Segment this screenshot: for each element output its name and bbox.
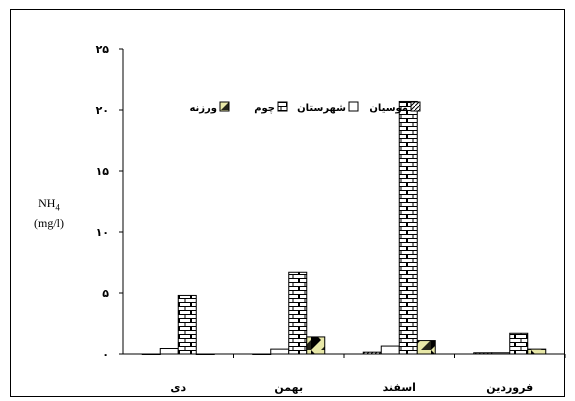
- bar-brick: [398, 100, 418, 355]
- bar-diamond: [416, 340, 436, 355]
- legend-swatch: [348, 101, 359, 112]
- legend-label: موسیان: [369, 103, 408, 114]
- bar-brick: [288, 271, 308, 355]
- legend-swatch: [410, 101, 421, 112]
- bar-white: [270, 348, 290, 355]
- x-category-label: اسفند: [383, 381, 416, 394]
- legend-label: شهرستان: [297, 103, 346, 114]
- y-tick-label: ۲۰: [96, 104, 109, 117]
- bar-hatch: [141, 353, 161, 355]
- x-category-label: بهمن: [274, 381, 303, 394]
- bar-white: [380, 345, 400, 355]
- y-tick-label: ۲۵: [96, 43, 110, 56]
- axes: ۰ ۵ ۱۰ ۱۵ ۲۰ ۲۵: [96, 43, 566, 361]
- bar-brick: [509, 332, 529, 355]
- legend: ورزنه چوم شهرستان موسیان: [189, 101, 421, 114]
- legend-swatch: [219, 101, 230, 112]
- y-tick-label: ۰: [102, 348, 109, 361]
- bar-white: [491, 352, 511, 355]
- y-tick-label: ۱۵: [96, 165, 110, 178]
- y-axis-label: NH4 (mg/l): [34, 196, 64, 231]
- x-category-label: دی: [170, 381, 186, 394]
- legend-label: ورزنه: [189, 103, 217, 114]
- bar-diamond: [195, 353, 215, 355]
- bar-hatch: [252, 353, 272, 355]
- legend-label: چوم: [254, 103, 275, 114]
- y-tick-label: ۱۰: [96, 226, 109, 239]
- bar-brick: [177, 294, 197, 355]
- x-category-label: فروردین: [486, 381, 533, 394]
- bars: [141, 100, 547, 355]
- bar-diamond: [527, 348, 547, 355]
- bar-diamond: [306, 336, 326, 355]
- legend-swatch: [277, 101, 288, 112]
- chart-frame: ۰ ۵ ۱۰ ۱۵ ۲۰ ۲۵ دی بهمن اسفند فروردین ورزنه چوم شه…: [10, 9, 566, 397]
- chart-svg: ۰ ۵ ۱۰ ۱۵ ۲۰ ۲۵ دی بهمن اسفند فروردین ورزنه چوم شه…: [96, 43, 566, 394]
- bar-white: [159, 348, 179, 355]
- y-tick-label: ۵: [102, 287, 109, 300]
- category-labels: دی بهمن اسفند فروردین: [170, 381, 533, 394]
- bar-hatch: [473, 352, 493, 355]
- bar-hatch: [362, 351, 382, 355]
